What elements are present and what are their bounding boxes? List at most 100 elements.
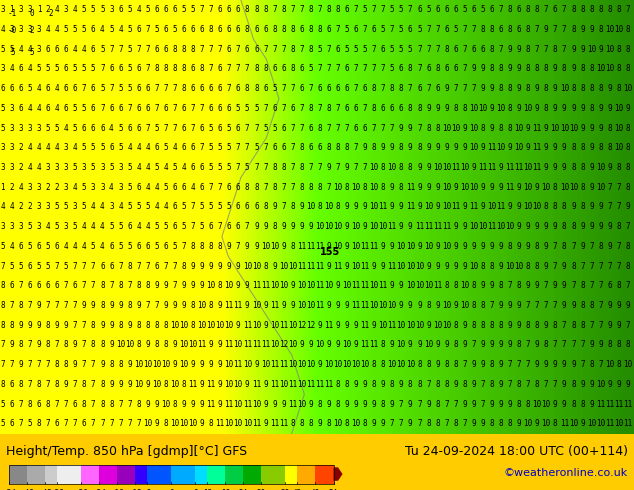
Text: 9: 9	[544, 123, 548, 133]
Text: 9: 9	[399, 301, 404, 310]
Text: 9: 9	[553, 84, 557, 93]
Text: 10: 10	[370, 202, 378, 212]
Text: 9: 9	[55, 321, 60, 330]
Text: 5: 5	[73, 163, 77, 172]
Text: 9: 9	[136, 301, 141, 310]
Text: 10: 10	[442, 202, 451, 212]
Text: 10: 10	[524, 202, 533, 212]
Text: 5: 5	[118, 222, 123, 231]
Text: 9: 9	[335, 341, 340, 349]
Text: 8: 8	[462, 380, 467, 389]
Text: 6: 6	[91, 104, 96, 113]
Text: 8: 8	[481, 301, 485, 310]
Text: 7: 7	[553, 301, 557, 310]
Text: 9: 9	[544, 360, 548, 369]
Text: 7: 7	[625, 321, 630, 330]
Text: 7: 7	[354, 84, 358, 93]
Text: 4: 4	[73, 242, 77, 251]
Text: 8: 8	[526, 25, 531, 34]
Text: 5: 5	[227, 144, 231, 152]
Text: 10: 10	[224, 360, 234, 369]
Text: 7: 7	[553, 262, 557, 270]
Text: 6: 6	[517, 25, 521, 34]
Text: 7: 7	[154, 301, 159, 310]
Text: 5: 5	[82, 202, 87, 212]
Text: 8: 8	[534, 321, 540, 330]
Text: 7: 7	[363, 104, 367, 113]
Text: 8: 8	[118, 360, 123, 369]
Text: 9: 9	[444, 144, 449, 152]
Text: 8: 8	[154, 321, 159, 330]
Text: 8: 8	[508, 84, 512, 93]
Text: 5: 5	[453, 25, 458, 34]
Text: 8: 8	[534, 5, 540, 14]
Text: 8: 8	[46, 341, 50, 349]
Text: 2: 2	[55, 183, 60, 192]
Text: 4: 4	[164, 163, 168, 172]
Text: 10: 10	[469, 104, 478, 113]
Text: 7: 7	[299, 45, 304, 54]
Text: 8: 8	[290, 25, 295, 34]
Text: 9: 9	[517, 301, 521, 310]
Text: 9: 9	[526, 222, 531, 231]
Text: 4: 4	[73, 5, 77, 14]
Text: 3: 3	[82, 163, 87, 172]
Text: 9: 9	[18, 360, 23, 369]
Text: 7: 7	[217, 183, 223, 192]
Text: 8: 8	[335, 144, 340, 152]
Text: 10: 10	[306, 360, 315, 369]
Text: 5: 5	[64, 202, 68, 212]
Text: 8: 8	[435, 399, 440, 409]
Text: 6: 6	[64, 84, 68, 93]
Text: 11: 11	[261, 341, 270, 349]
Text: 10: 10	[297, 380, 306, 389]
Text: 5: 5	[118, 84, 123, 93]
Text: 11: 11	[188, 380, 198, 389]
Text: 4: 4	[82, 45, 87, 54]
Text: 8: 8	[544, 84, 548, 93]
Text: 9: 9	[489, 399, 494, 409]
Text: 6: 6	[82, 123, 87, 133]
Text: 155: 155	[320, 246, 340, 257]
Text: 0: 0	[29, 8, 34, 18]
Text: 9: 9	[254, 222, 259, 231]
Text: 4: 4	[145, 222, 150, 231]
Text: 5: 5	[91, 5, 96, 14]
Text: 6: 6	[263, 25, 268, 34]
Text: 9: 9	[109, 301, 113, 310]
Text: 6: 6	[236, 183, 240, 192]
Text: 9: 9	[498, 163, 503, 172]
Text: 8: 8	[308, 45, 313, 54]
Text: 3: 3	[118, 163, 123, 172]
Text: 9: 9	[526, 242, 531, 251]
Text: 7: 7	[145, 262, 150, 270]
Text: 8: 8	[444, 45, 449, 54]
Text: 10: 10	[415, 281, 424, 290]
Text: 5: 5	[172, 163, 177, 172]
Text: 8: 8	[281, 163, 286, 172]
Bar	[285, 465, 297, 484]
Text: 10: 10	[125, 341, 134, 349]
Text: 8: 8	[209, 242, 214, 251]
Text: 5: 5	[272, 123, 277, 133]
Text: 5: 5	[127, 65, 132, 74]
Text: 9: 9	[200, 360, 204, 369]
Text: 8: 8	[181, 380, 186, 389]
Text: 6: 6	[18, 242, 23, 251]
Text: 11: 11	[315, 281, 325, 290]
Text: 11: 11	[424, 222, 433, 231]
Text: 10: 10	[324, 222, 333, 231]
Text: 7: 7	[453, 84, 458, 93]
Text: 4: 4	[27, 65, 32, 74]
Text: 9: 9	[100, 321, 105, 330]
Text: 9: 9	[462, 123, 467, 133]
Text: 4: 4	[181, 163, 186, 172]
Text: 9: 9	[308, 222, 313, 231]
Text: 9: 9	[553, 399, 557, 409]
Text: 7: 7	[73, 419, 77, 428]
Text: 8: 8	[10, 321, 14, 330]
Text: 8: 8	[571, 262, 576, 270]
Text: 7: 7	[598, 360, 603, 369]
Text: 8: 8	[245, 5, 250, 14]
Text: 9: 9	[498, 360, 503, 369]
